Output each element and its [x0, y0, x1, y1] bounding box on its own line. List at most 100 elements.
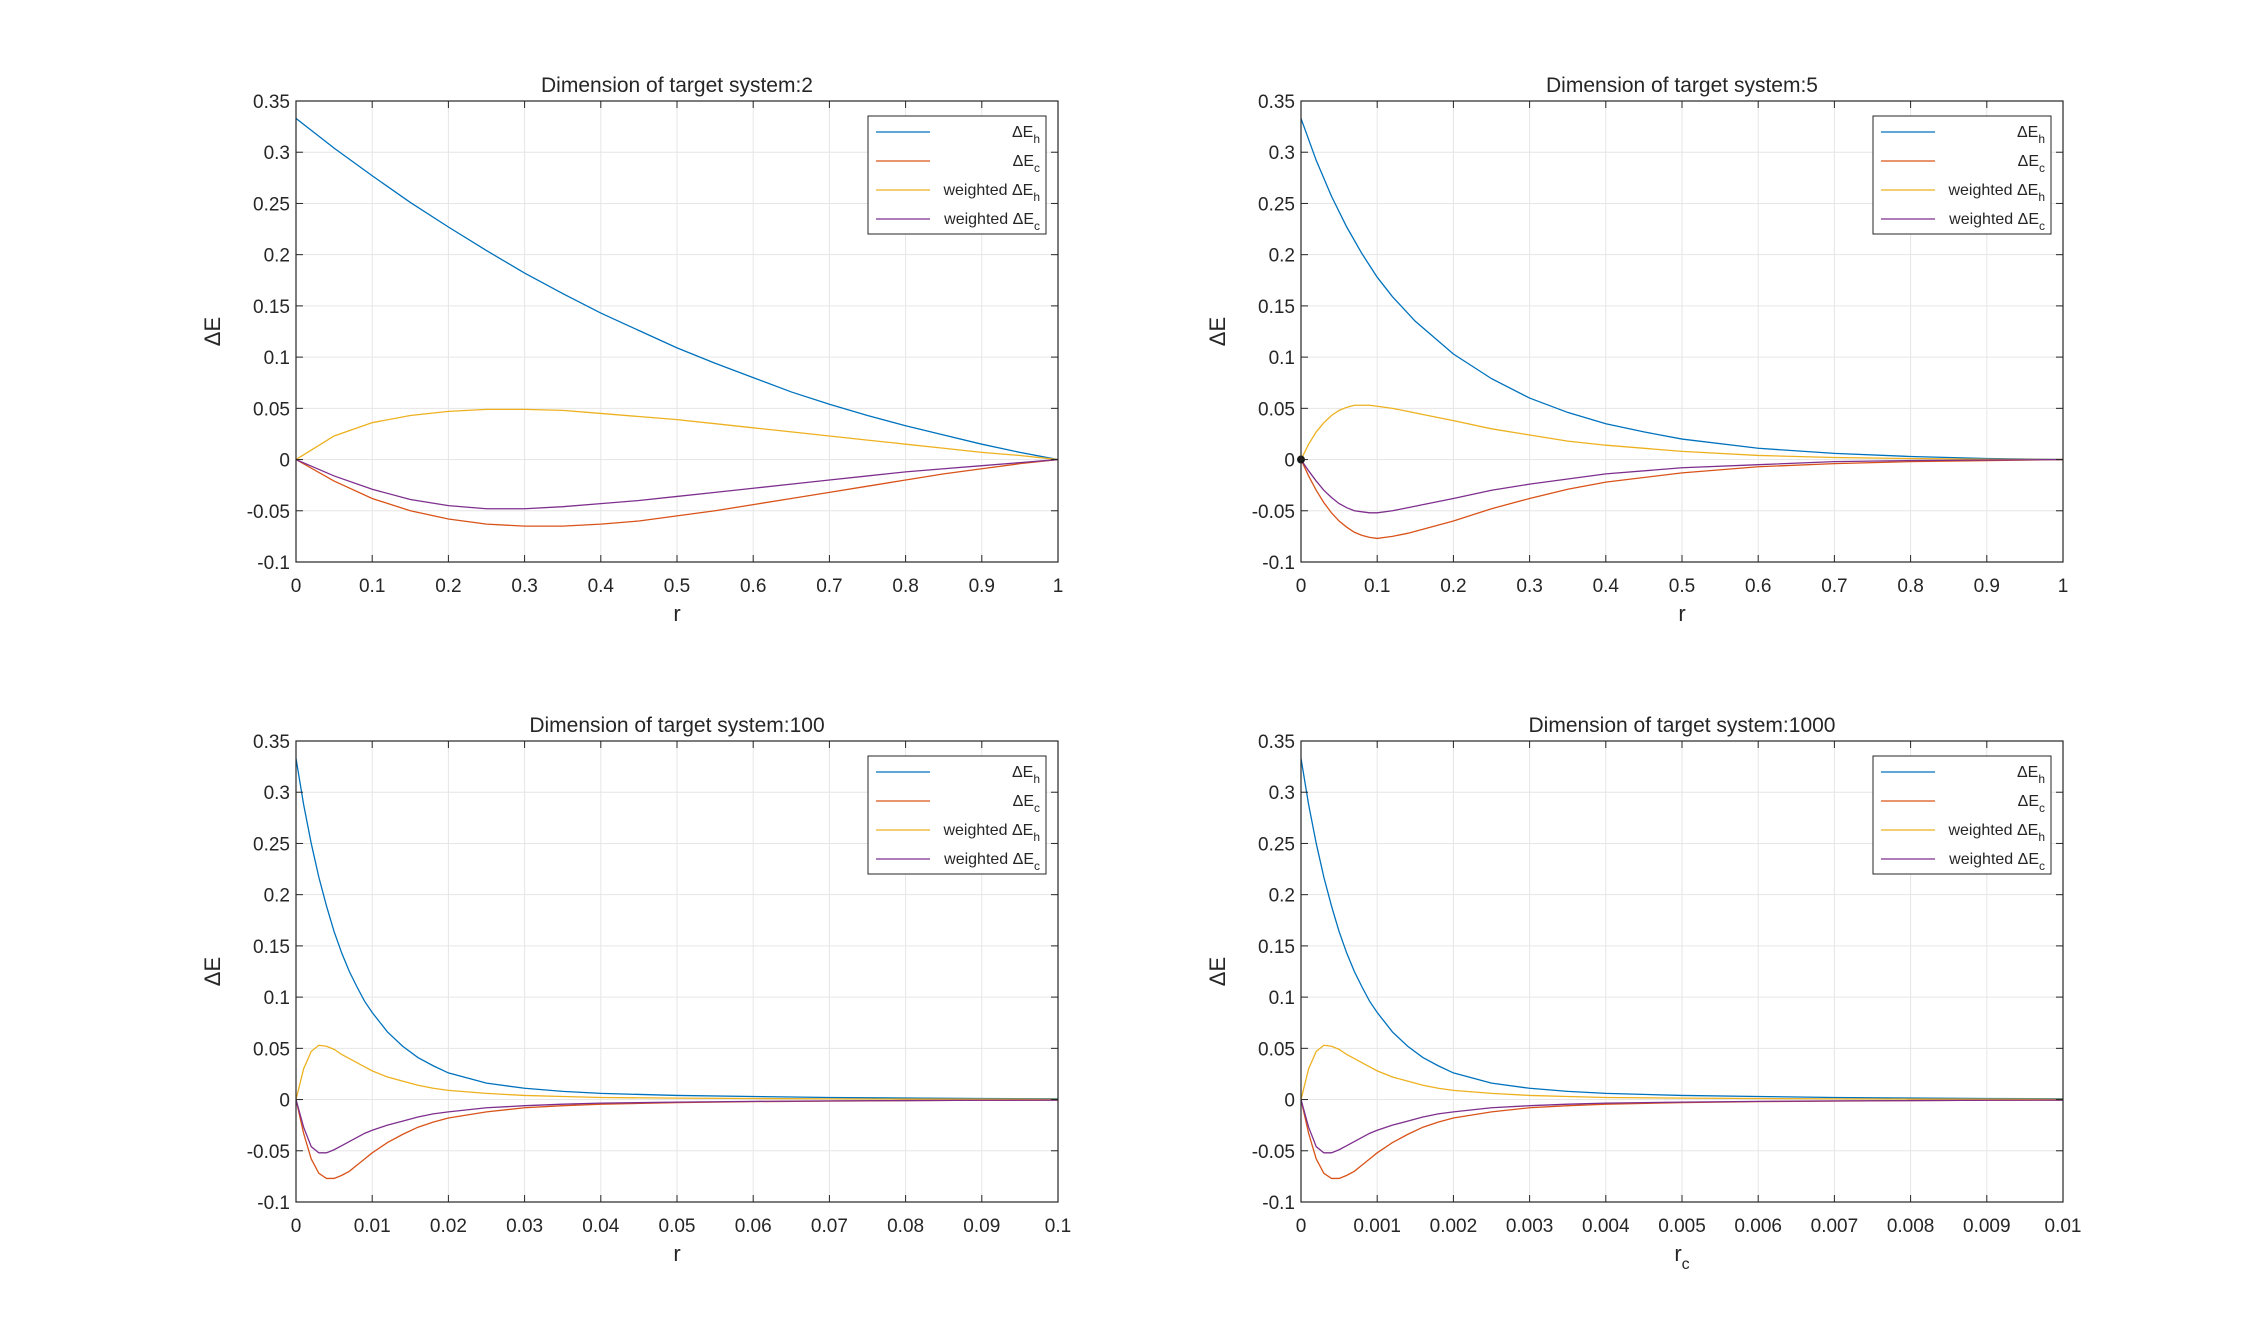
x-tick-label: 0.007 [1811, 1216, 1859, 1237]
legend-label-subscript: h [1033, 772, 1040, 786]
legend-label-base: ΔE [1012, 822, 1033, 839]
legend-label-subscript: h [2038, 132, 2045, 146]
legend-label-base: ΔE [1013, 851, 1034, 868]
y-tick-label: 0.35 [253, 92, 290, 113]
legend-label: weighted ΔEh [1947, 182, 2045, 204]
x-tick-label: 0.1 [1045, 1216, 1071, 1237]
y-tick-label: 0.2 [264, 886, 290, 907]
y-tick-label: 0.35 [1258, 92, 1295, 113]
legend-label-subscript: c [2039, 161, 2045, 175]
x-tick-label: 0.1 [359, 576, 385, 597]
x-tick-label: 0.01 [354, 1216, 391, 1237]
legend-label-subscript: c [1034, 161, 1040, 175]
x-tick-label: 0.09 [963, 1216, 1000, 1237]
series-line-dEh [296, 758, 1058, 1100]
y-axis-label: ΔE [1205, 957, 1230, 986]
legend-label-base: ΔE [1012, 182, 1033, 199]
legend-label-base: ΔE [2017, 764, 2038, 781]
x-tick-label: 0.7 [1821, 576, 1847, 597]
x-axis-label-subscript: c [1682, 1256, 1690, 1273]
y-tick-label: 0.1 [1269, 988, 1295, 1009]
plot-title: Dimension of target system:5 [1546, 74, 1818, 97]
x-tick-label: 0.6 [1745, 576, 1771, 597]
legend-label-subscript: c [2039, 801, 2045, 815]
legend-label: weighted ΔEh [942, 182, 1040, 204]
y-tick-label: 0 [1284, 451, 1295, 472]
x-axis-label-base: r [673, 601, 680, 626]
y-tick-label: 0.25 [253, 834, 290, 855]
x-tick-label: 0.01 [2045, 1216, 2082, 1237]
legend-label: ΔEc [1013, 793, 1040, 815]
series-line-dEh [1301, 118, 2063, 461]
legend-label-subscript: c [2039, 219, 2045, 233]
series-line-dEc [1301, 458, 2063, 540]
legend-label-subscript: c [1034, 801, 1040, 815]
y-tick-label: -0.05 [1252, 1142, 1295, 1163]
y-axis-label: ΔE [1205, 317, 1230, 346]
x-tick-label: 0 [291, 1216, 302, 1237]
y-tick-label: 0.25 [1258, 194, 1295, 215]
x-tick-label: 0.2 [1440, 576, 1466, 597]
y-tick-label: 0.3 [1269, 783, 1295, 804]
legend-label: ΔEc [2018, 153, 2045, 175]
legend-label-base: ΔE [1013, 211, 1034, 228]
legend-label-base: ΔE [2018, 211, 2039, 228]
y-tick-label: 0.2 [264, 246, 290, 267]
x-tick-label: 0 [1296, 1216, 1307, 1237]
y-axis-label: ΔE [200, 317, 225, 346]
legend-label-subscript: c [2039, 859, 2045, 873]
y-tick-label: 0.1 [264, 348, 290, 369]
y-tick-label: 0.2 [1269, 246, 1295, 267]
x-axis-label-base: r [1674, 1241, 1681, 1266]
x-axis-label: r [673, 601, 680, 626]
series-line-wEh [1301, 404, 2063, 461]
y-tick-label: 0.1 [264, 988, 290, 1009]
x-tick-label: 0.4 [1593, 576, 1620, 597]
plot-title: Dimension of target system:1000 [1529, 714, 1836, 737]
x-tick-label: 0.009 [1963, 1216, 2011, 1237]
x-tick-label: 0.03 [506, 1216, 543, 1237]
x-tick-label: 0.1 [1364, 576, 1390, 597]
legend-label: ΔEc [2018, 793, 2045, 815]
y-tick-label: 0.3 [264, 783, 290, 804]
x-tick-label: 0.07 [811, 1216, 848, 1237]
legend-label-base: ΔE [1013, 153, 1034, 170]
legend-label-base: ΔE [1012, 764, 1033, 781]
y-tick-label: 0.15 [253, 937, 290, 958]
legend-label-subscript: h [1033, 830, 1040, 844]
y-tick-label: -0.1 [257, 1193, 290, 1214]
legend-label-base: ΔE [2018, 851, 2039, 868]
y-tick-label: -0.05 [1252, 502, 1295, 523]
x-tick-label: 0.3 [511, 576, 537, 597]
y-tick-label: 0.3 [1269, 143, 1295, 164]
x-tick-label: 0.4 [588, 576, 615, 597]
series-line-dEh [296, 117, 1058, 461]
x-tick-label: 0.005 [1658, 1216, 1706, 1237]
x-tick-label: 0.001 [1353, 1216, 1401, 1237]
x-axis-label-base: r [673, 1241, 680, 1266]
y-tick-label: 0.15 [1258, 297, 1295, 318]
x-tick-label: 0 [1296, 576, 1307, 597]
legend-label: ΔEh [1012, 764, 1040, 786]
legend-label-subscript: h [2038, 190, 2045, 204]
legend-label-subscript: h [1033, 132, 1040, 146]
legend-label-prefix: weighted [943, 211, 1013, 228]
legend-label: weighted ΔEc [1948, 851, 2045, 873]
legend-label-base: ΔE [2018, 793, 2039, 810]
x-tick-label: 0.004 [1582, 1216, 1630, 1237]
legend-label-prefix: weighted [942, 822, 1012, 839]
legend-label-subscript: c [1034, 219, 1040, 233]
x-tick-label: 0.003 [1506, 1216, 1554, 1237]
y-tick-label: 0.05 [253, 399, 290, 420]
y-tick-label: 0.15 [253, 297, 290, 318]
legend-label-prefix: weighted [1948, 851, 2018, 868]
legend-label: weighted ΔEh [942, 822, 1040, 844]
series-line-wEc [1301, 458, 2063, 514]
y-axis-label: ΔE [200, 957, 225, 986]
series-line-wEh [296, 408, 1058, 461]
legend-label-base: ΔE [2017, 822, 2038, 839]
